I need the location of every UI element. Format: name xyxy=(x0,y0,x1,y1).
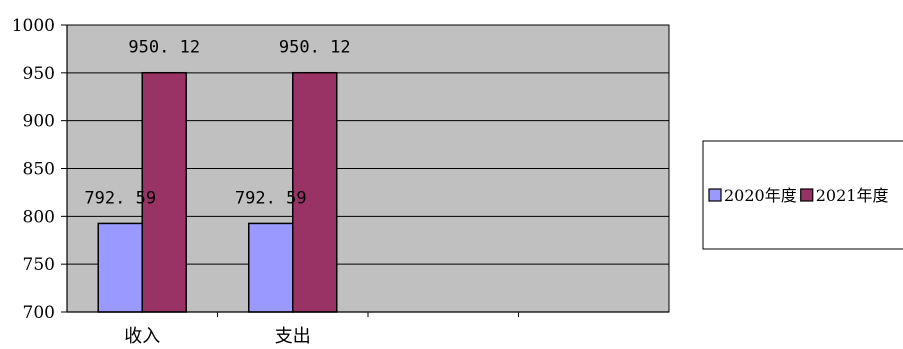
data-label: 950. 12 xyxy=(128,38,200,58)
x-category-labels: 收入 支出 xyxy=(124,326,311,347)
x-category-label: 支出 xyxy=(275,326,311,347)
data-label: 950. 12 xyxy=(279,38,351,58)
legend-label: 2021年度 xyxy=(816,186,889,205)
bars xyxy=(97,71,338,313)
data-label: 792. 59 xyxy=(235,188,307,208)
x-category-label: 收入 xyxy=(124,326,160,347)
axes xyxy=(61,24,669,317)
y-tick-labels: 700 750 800 850 900 950 1000 xyxy=(12,16,55,323)
bar xyxy=(97,222,143,313)
legend-swatch xyxy=(708,188,722,202)
bar xyxy=(292,71,338,313)
y-tick-label: 900 xyxy=(23,112,55,132)
legend-swatch xyxy=(800,188,814,202)
data-labels: 792. 59 950. 12 792. 59 950. 12 xyxy=(84,38,350,209)
y-tick-label: 750 xyxy=(23,255,55,275)
data-label: 792. 59 xyxy=(84,188,156,208)
bar xyxy=(248,222,294,313)
legend: 2020年度 2021年度 xyxy=(702,140,903,250)
y-tick-label: 1000 xyxy=(12,16,55,36)
legend-label: 2020年度 xyxy=(724,186,797,205)
y-tick-label: 700 xyxy=(23,303,55,323)
y-tick-label: 950 xyxy=(23,64,55,84)
y-tick-label: 800 xyxy=(23,207,55,227)
bar xyxy=(141,71,187,313)
y-tick-label: 850 xyxy=(23,160,55,180)
